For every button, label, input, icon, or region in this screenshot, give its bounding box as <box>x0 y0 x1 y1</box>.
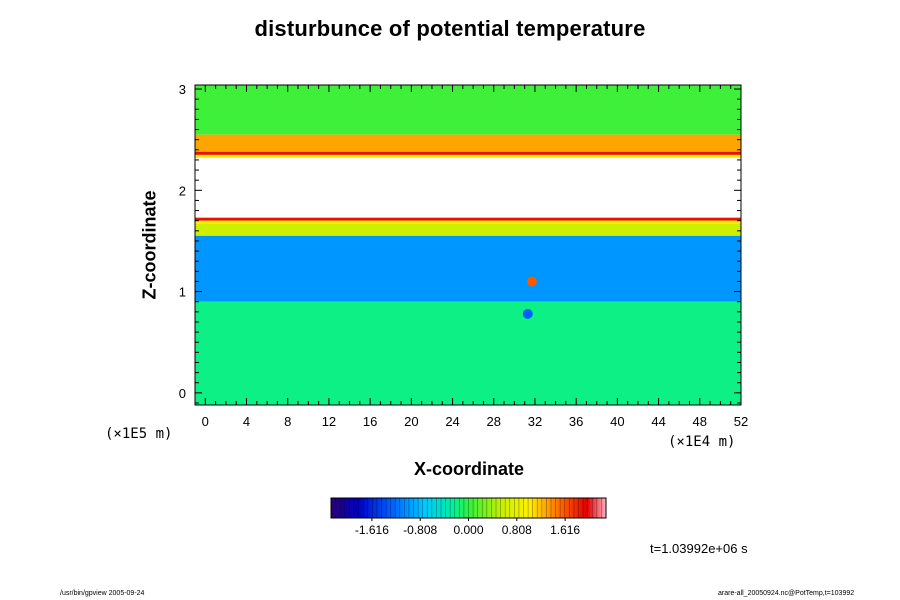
x-tick-label: 52 <box>734 414 748 429</box>
field-layer-0 <box>195 85 741 135</box>
field-feature-1 <box>522 308 533 319</box>
field-layer-1 <box>195 134 741 155</box>
colorbar-tick-label: 0.808 <box>502 523 532 537</box>
x-tick-label: 24 <box>445 414 459 429</box>
band-edge-red-1 <box>195 151 741 155</box>
footer-left: /usr/bin/gpview 2005-09-24 <box>60 590 145 597</box>
plot-frame <box>194 84 742 406</box>
y-axis-unit: (×1E5 m) <box>105 426 173 442</box>
x-tick-label: 0 <box>202 414 209 429</box>
x-tick-label: 12 <box>322 414 336 429</box>
field-feature-0 <box>526 276 537 287</box>
field-layer-2 <box>195 154 741 221</box>
band-edge-yellow-1 <box>195 154 741 158</box>
x-tick-label: 4 <box>243 414 250 429</box>
x-tick-label: 44 <box>651 414 665 429</box>
y-axis-ticks: 0 1 2 3 <box>179 82 741 404</box>
colorbar-tick-label: -1.616 <box>355 523 389 537</box>
chart-title: disturbunce of potential temperature <box>254 16 646 41</box>
heatmap-field <box>195 85 741 405</box>
y-tick-label: 2 <box>179 183 186 198</box>
colorbar-tick-label: 0.000 <box>453 523 483 537</box>
field-layer-3 <box>195 220 741 236</box>
x-tick-label: 28 <box>487 414 501 429</box>
x-tick-label: 32 <box>528 414 542 429</box>
colorbar: -1.616 -0.808 0.000 0.808 1.616 <box>330 497 607 537</box>
colorbar-tick-label: 1.616 <box>550 523 580 537</box>
time-label: t=1.03992e+06 s <box>650 541 748 556</box>
x-axis-label: X-coordinate <box>413 459 524 479</box>
field-layer-4 <box>195 235 741 302</box>
x-tick-label: 48 <box>693 414 707 429</box>
band-edge-yellow-0 <box>195 220 741 224</box>
y-tick-label: 1 <box>179 285 186 300</box>
x-tick-label: 16 <box>363 414 377 429</box>
y-tick-label: 0 <box>179 386 186 401</box>
field-layer-5 <box>195 301 741 405</box>
y-tick-label: 3 <box>179 82 186 97</box>
x-tick-label: 40 <box>610 414 624 429</box>
x-tick-label: 36 <box>569 414 583 429</box>
x-axis-ticks: 0 4 8 12 16 20 24 28 32 36 40 44 48 52 <box>194 85 748 429</box>
colorbar-tick-label: -0.808 <box>403 523 437 537</box>
x-axis-unit: (×1E4 m) <box>668 434 736 450</box>
x-tick-label: 20 <box>404 414 418 429</box>
y-axis-label: Z-coordinate <box>139 190 160 300</box>
x-tick-label: 8 <box>284 414 291 429</box>
band-edge-red-0 <box>195 217 741 221</box>
footer-right: arare-all_20050924.nc@PotTemp,t=103992 <box>718 590 855 597</box>
